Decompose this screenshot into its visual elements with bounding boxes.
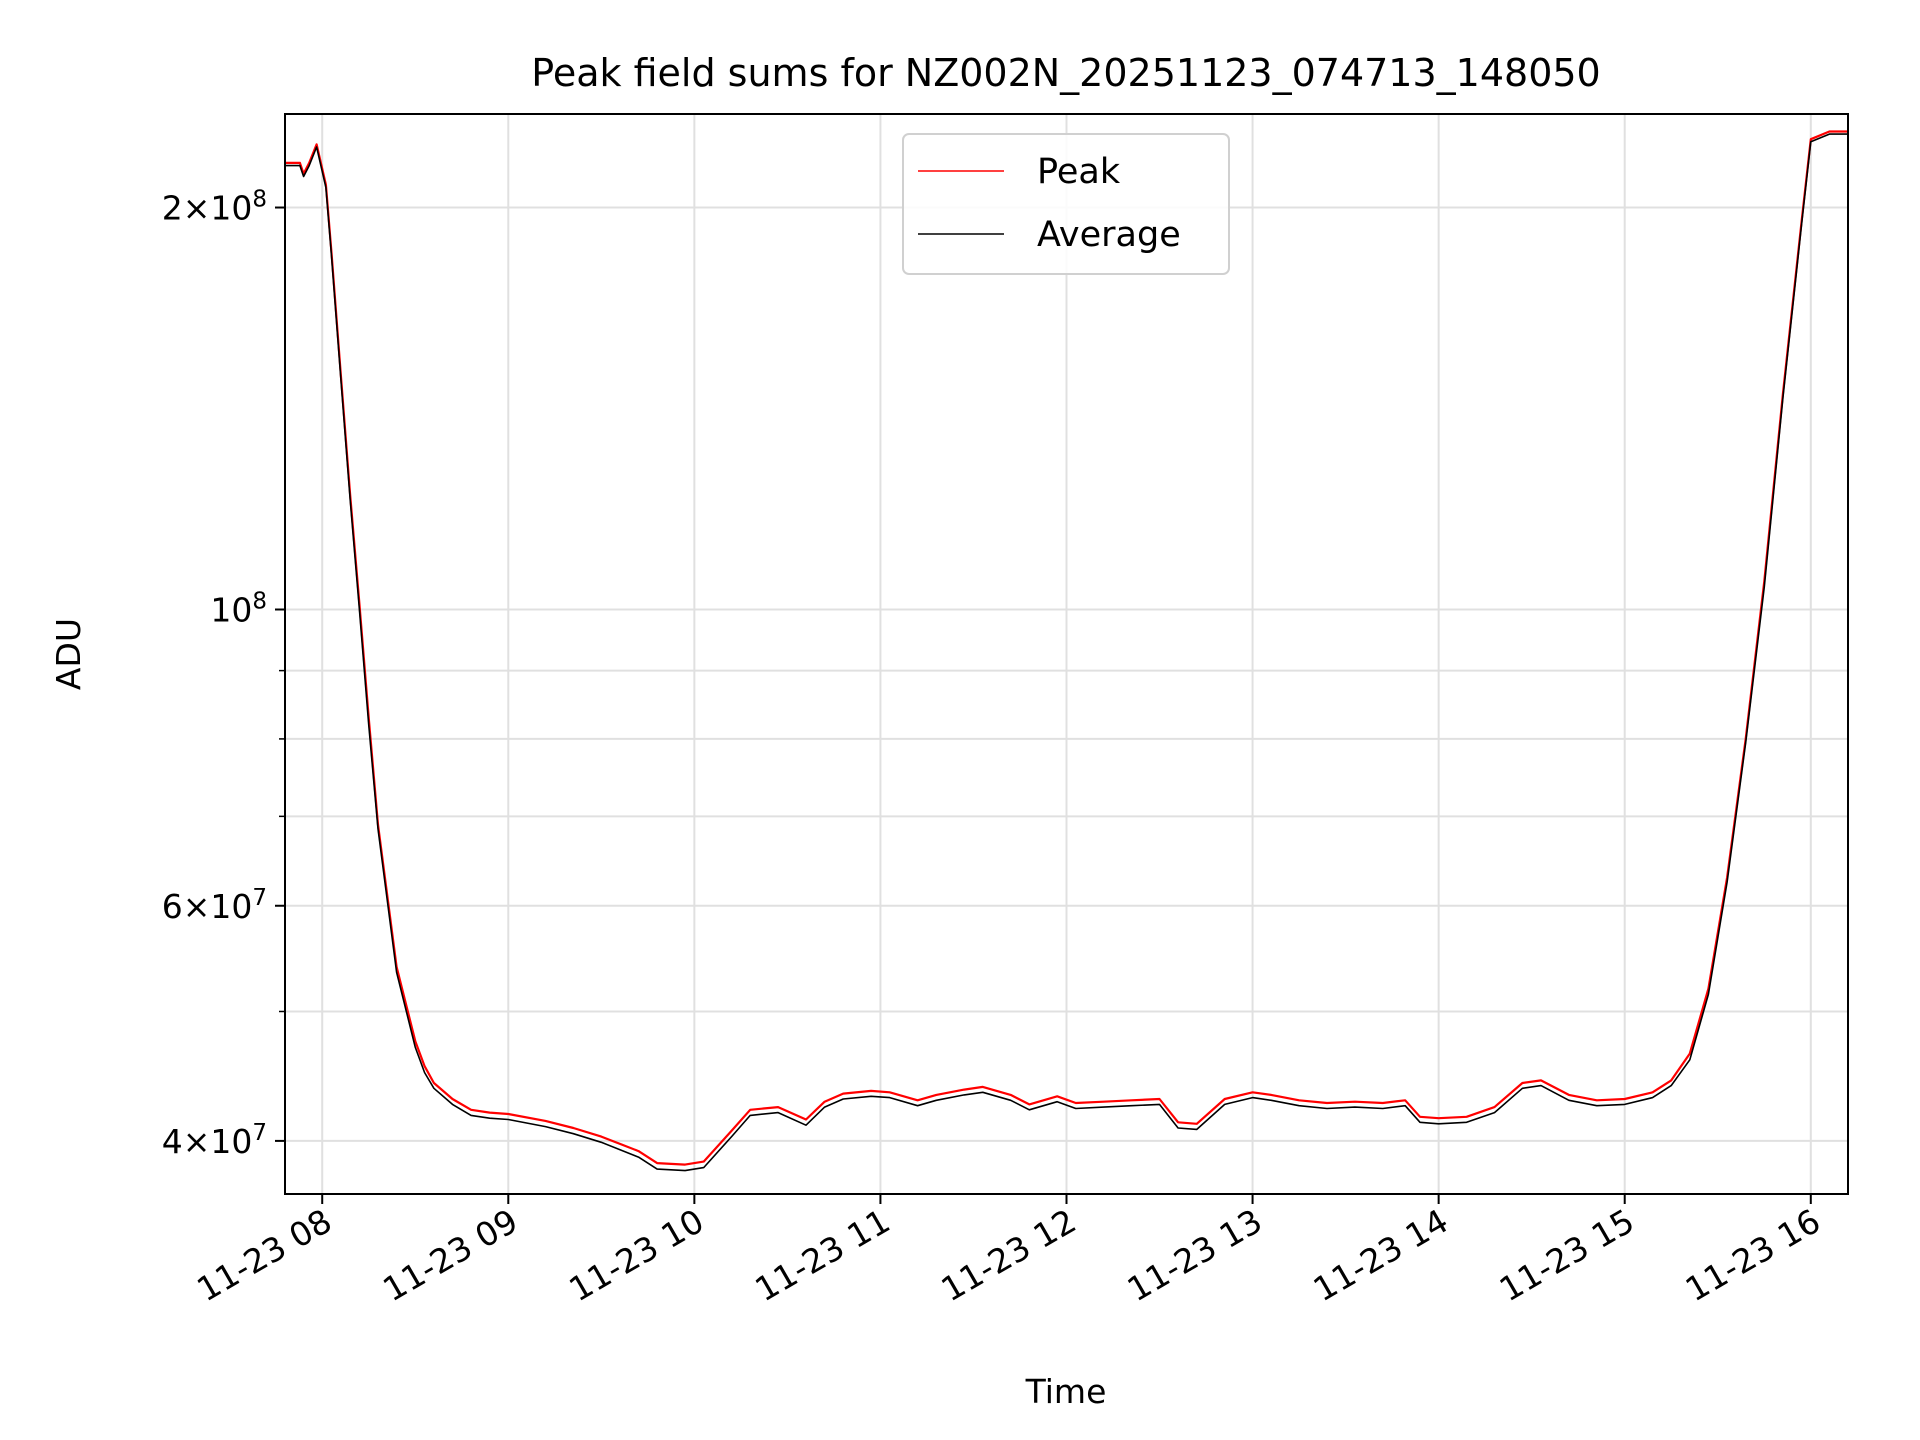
y-axis-label: ADU bbox=[49, 618, 88, 690]
legend: Peak Average bbox=[902, 133, 1230, 275]
y-tick-label-times: × bbox=[183, 887, 211, 926]
y-tick-label-exp: 8 bbox=[252, 187, 267, 213]
y-tick-label-exp: 8 bbox=[252, 589, 267, 615]
y-tick-label: 108 bbox=[210, 589, 267, 630]
series-line-peak bbox=[285, 130, 1848, 1166]
legend-box bbox=[902, 133, 1230, 275]
y-tick-label: 2×108 bbox=[162, 187, 267, 228]
legend-peak-label: Peak bbox=[1037, 152, 1121, 192]
y-tick-label-exp: 7 bbox=[252, 885, 267, 911]
y-tick-label-base: 10 bbox=[210, 591, 252, 630]
grid bbox=[285, 114, 1848, 1194]
y-tick-label-mantissa: 6 bbox=[162, 887, 183, 926]
y-tick-label-times: × bbox=[183, 1122, 211, 1161]
y-tick-label-mantissa: 4 bbox=[162, 1122, 183, 1161]
y-tick-label-times: × bbox=[183, 189, 211, 228]
y-tick-label-mantissa: 2 bbox=[162, 189, 183, 228]
chart-title: Peak field sums for NZ002N_20251123_0747… bbox=[531, 51, 1600, 95]
series-line-average bbox=[285, 133, 1848, 1172]
y-tick-label-base: 10 bbox=[210, 887, 252, 926]
y-tick-label-base: 10 bbox=[210, 189, 252, 228]
y-tick-label-exp: 7 bbox=[252, 1120, 267, 1146]
y-tick-label: 4×107 bbox=[162, 1120, 267, 1161]
series-layer bbox=[285, 130, 1848, 1172]
x-axis-label: Time bbox=[1025, 1372, 1107, 1411]
y-tick-label-base: 10 bbox=[210, 1122, 252, 1161]
y-tick-label: 6×107 bbox=[162, 885, 267, 926]
legend-average-label: Average bbox=[1037, 215, 1181, 255]
